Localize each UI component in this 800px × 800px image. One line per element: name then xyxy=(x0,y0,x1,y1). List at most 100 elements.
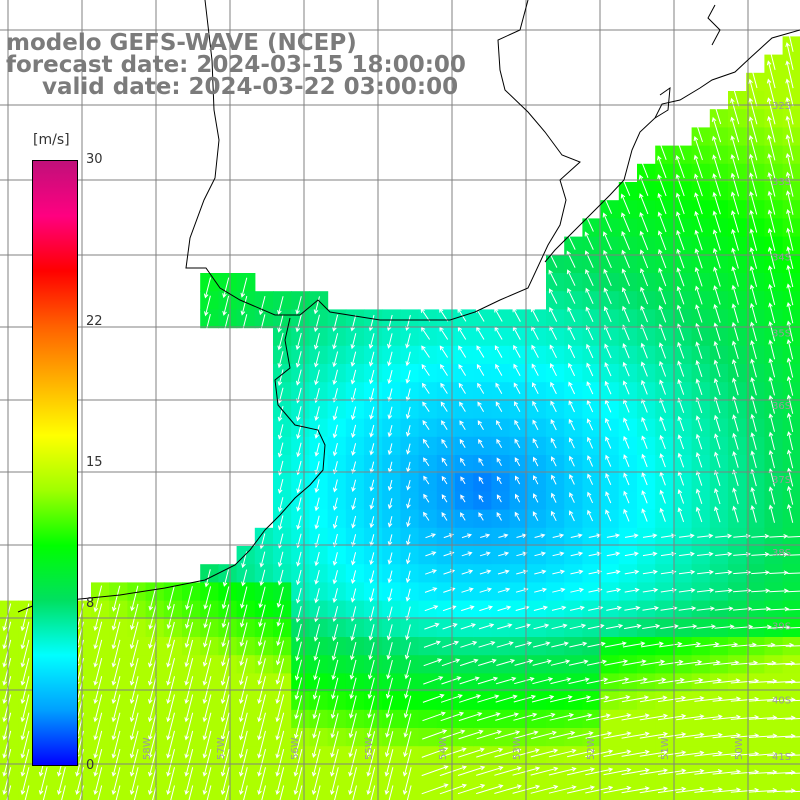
wind-arrow xyxy=(423,676,444,685)
wind-arrow xyxy=(713,414,721,432)
wind-arrow xyxy=(786,412,794,433)
wind-arrow xyxy=(567,306,576,323)
wind-arrow xyxy=(130,603,139,631)
wind-arrow xyxy=(332,533,338,548)
wind-arrow xyxy=(570,569,584,575)
wind-arrow xyxy=(240,586,248,609)
wind-arrow xyxy=(2,603,12,632)
wind-arrow xyxy=(332,351,339,368)
wind-arrow xyxy=(675,136,685,161)
wind-arrow xyxy=(694,210,703,233)
wind-arrow xyxy=(441,676,462,685)
wind-arrow xyxy=(695,452,703,468)
wind-arrow xyxy=(713,359,721,378)
wind-arrow xyxy=(584,231,594,250)
latitude-label: 39S xyxy=(772,622,791,633)
wind-arrow xyxy=(786,357,794,378)
wind-arrow xyxy=(515,493,521,503)
wind-arrow xyxy=(639,768,669,775)
wind-arrow xyxy=(768,376,775,396)
wind-arrow xyxy=(548,250,558,268)
wind-arrow xyxy=(313,659,321,681)
wind-arrow xyxy=(129,621,139,650)
wind-arrow xyxy=(551,605,567,611)
wind-arrow xyxy=(639,249,649,269)
wind-arrow xyxy=(424,622,440,630)
wind-arrow xyxy=(385,713,394,738)
wind-arrow xyxy=(497,587,511,593)
wind-arrow xyxy=(676,768,705,775)
wind-arrow xyxy=(550,400,557,413)
colorbar xyxy=(32,160,78,766)
wind-arrow xyxy=(220,694,230,723)
wind-arrow xyxy=(531,730,557,740)
wind-arrow xyxy=(695,470,703,486)
wind-arrow xyxy=(368,642,375,661)
wind-arrow xyxy=(639,750,669,757)
wind-arrow xyxy=(57,767,66,796)
wind-arrow xyxy=(403,713,412,738)
wind-arrow xyxy=(532,677,554,685)
wind-arrow xyxy=(385,677,393,699)
wind-arrow xyxy=(498,551,510,557)
wind-arrow xyxy=(494,748,522,758)
wind-arrow xyxy=(351,424,357,439)
wind-arrow xyxy=(458,382,466,394)
wind-arrow xyxy=(751,533,770,539)
wind-arrow xyxy=(294,677,303,701)
wind-arrow xyxy=(568,659,589,666)
wind-arrow xyxy=(20,767,30,796)
wind-arrow xyxy=(166,603,175,630)
wind-arrow xyxy=(220,730,230,759)
wind-arrow xyxy=(731,284,739,305)
wind-arrow xyxy=(730,135,740,161)
wind-arrow xyxy=(678,569,696,575)
wind-arrow xyxy=(696,588,715,593)
wind-arrow xyxy=(350,588,357,603)
wind-arrow xyxy=(731,340,739,360)
wind-arrow xyxy=(330,695,339,719)
wind-arrow xyxy=(730,191,740,215)
wind-arrow xyxy=(348,748,357,777)
wind-arrow xyxy=(384,767,394,796)
wind-arrow xyxy=(93,767,103,796)
wind-arrow xyxy=(569,623,587,630)
wind-arrow xyxy=(658,286,667,305)
wind-arrow xyxy=(170,785,175,800)
wind-arrow xyxy=(730,172,740,197)
wind-arrow xyxy=(494,766,522,776)
wind-arrow-field xyxy=(2,23,800,800)
wind-arrow xyxy=(641,435,648,449)
wind-arrow xyxy=(513,344,521,358)
wind-arrow xyxy=(97,785,103,800)
wind-arrow xyxy=(694,678,722,684)
wind-arrow xyxy=(93,712,103,741)
wind-arrow xyxy=(786,431,794,451)
wind-arrow xyxy=(314,588,320,604)
wind-arrow xyxy=(677,507,685,523)
wind-arrow xyxy=(332,624,339,642)
colorbar-tick-label: 30 xyxy=(86,152,103,167)
wind-arrow xyxy=(366,767,376,796)
wind-arrow xyxy=(460,623,476,630)
wind-arrow xyxy=(785,134,794,161)
wind-arrow xyxy=(387,333,393,349)
wind-arrow xyxy=(133,785,139,800)
wind-arrow xyxy=(332,497,338,511)
wind-arrow xyxy=(769,588,789,594)
wind-arrow xyxy=(624,623,642,630)
wind-arrow xyxy=(111,712,121,741)
wind-arrow xyxy=(421,765,449,777)
wind-arrow xyxy=(657,750,687,757)
wind-arrow xyxy=(421,783,449,795)
wind-arrow xyxy=(621,268,630,287)
wind-arrow xyxy=(513,694,537,703)
wind-arrow xyxy=(606,605,622,611)
wind-arrow xyxy=(656,136,667,160)
wind-arrow xyxy=(695,304,703,323)
wind-arrow xyxy=(369,406,375,420)
wind-arrow xyxy=(641,471,648,486)
wind-arrow xyxy=(514,457,521,467)
wind-arrow xyxy=(332,314,339,332)
wind-arrow xyxy=(732,377,739,396)
